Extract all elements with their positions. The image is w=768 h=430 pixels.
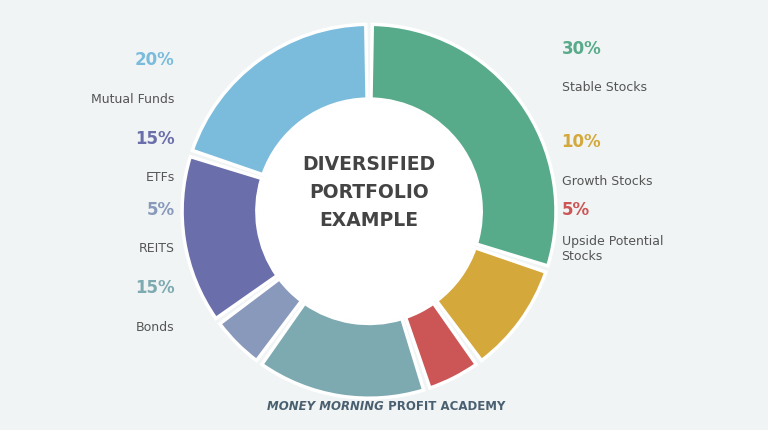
Text: Stable Stocks: Stable Stocks (561, 81, 647, 94)
Text: 30%: 30% (561, 40, 601, 58)
Wedge shape (371, 25, 556, 266)
Circle shape (259, 101, 479, 322)
Text: 15%: 15% (135, 130, 174, 147)
Text: PROFIT ACADEMY: PROFIT ACADEMY (384, 400, 505, 413)
Text: Growth Stocks: Growth Stocks (561, 175, 652, 188)
Text: 20%: 20% (135, 51, 174, 69)
Text: REITS: REITS (138, 242, 174, 255)
Wedge shape (262, 303, 424, 398)
Wedge shape (192, 25, 367, 175)
Text: 15%: 15% (135, 279, 174, 297)
Text: Upside Potential
Stocks: Upside Potential Stocks (561, 235, 663, 263)
Text: Mutual Funds: Mutual Funds (91, 92, 174, 106)
Wedge shape (406, 303, 476, 388)
Wedge shape (182, 157, 277, 319)
Text: DIVERSIFIED
PORTFOLIO
EXAMPLE: DIVERSIFIED PORTFOLIO EXAMPLE (303, 155, 435, 230)
Wedge shape (436, 248, 546, 361)
Text: Bonds: Bonds (136, 321, 174, 334)
Wedge shape (220, 279, 302, 361)
Text: 5%: 5% (561, 201, 590, 219)
Text: ETFs: ETFs (145, 171, 174, 184)
Text: 5%: 5% (147, 201, 174, 219)
Text: MONEY MORNING: MONEY MORNING (267, 400, 384, 413)
Text: 10%: 10% (561, 133, 601, 151)
